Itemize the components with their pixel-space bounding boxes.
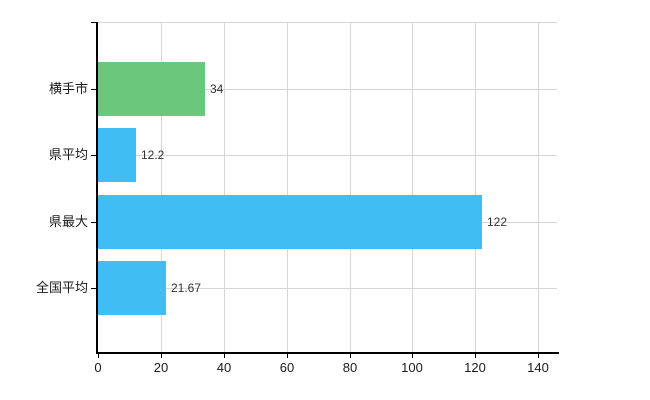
bar-1 bbox=[98, 62, 205, 116]
bar-value-label: 12.2 bbox=[141, 148, 165, 162]
y-axis-category-tick bbox=[91, 89, 97, 90]
x-axis-tick-label-4: 60 bbox=[279, 360, 295, 375]
x-axis-tick bbox=[350, 354, 351, 358]
y-axis-category-tick bbox=[91, 288, 97, 289]
y-axis-label-4: 全国平均 bbox=[35, 280, 88, 295]
y-axis-label-2: 県平均 bbox=[48, 147, 88, 162]
gridline-vertical bbox=[538, 22, 539, 352]
bar-value-label: 34 bbox=[210, 82, 224, 96]
gridline-vertical bbox=[224, 22, 225, 352]
y-axis-top-tick bbox=[91, 22, 97, 23]
y-axis-category-tick bbox=[91, 155, 97, 156]
x-axis-tick bbox=[98, 354, 99, 358]
gridline-vertical bbox=[287, 22, 288, 352]
plot-top-border bbox=[98, 22, 557, 23]
y-axis-label-3: 県最大 bbox=[48, 214, 88, 229]
x-axis-tick-label-5: 80 bbox=[342, 360, 358, 375]
gridline-horizontal bbox=[98, 288, 557, 289]
x-axis-tick-label-2: 20 bbox=[153, 360, 169, 375]
x-axis-tick bbox=[224, 354, 225, 358]
bar-value-label: 122 bbox=[487, 215, 508, 229]
y-axis-line bbox=[96, 22, 98, 354]
x-axis-tick-label-3: 40 bbox=[216, 360, 232, 375]
x-axis-tick bbox=[475, 354, 476, 358]
x-axis-tick-label-8: 140 bbox=[527, 360, 549, 375]
bar-2 bbox=[98, 128, 136, 182]
gridline-vertical bbox=[412, 22, 413, 352]
gridline-vertical bbox=[475, 22, 476, 352]
bar-3 bbox=[98, 195, 482, 249]
x-axis-tick bbox=[287, 354, 288, 358]
x-axis-tick-label-1: 0 bbox=[94, 360, 102, 375]
x-axis-tick-label-6: 100 bbox=[401, 360, 423, 375]
gridline-horizontal bbox=[98, 155, 557, 156]
x-axis-tick-label-7: 120 bbox=[464, 360, 486, 375]
x-axis-tick bbox=[538, 354, 539, 358]
gridline-vertical bbox=[350, 22, 351, 352]
bar-4 bbox=[98, 261, 166, 315]
x-axis-tick bbox=[161, 354, 162, 358]
y-axis-label-1: 横手市 bbox=[48, 81, 88, 96]
x-axis-tick bbox=[412, 354, 413, 358]
gridline-vertical bbox=[161, 22, 162, 352]
x-axis-line bbox=[96, 352, 559, 354]
bar-value-label: 21.67 bbox=[171, 281, 202, 295]
y-axis-category-tick bbox=[91, 222, 97, 223]
gridline-horizontal bbox=[98, 89, 557, 90]
